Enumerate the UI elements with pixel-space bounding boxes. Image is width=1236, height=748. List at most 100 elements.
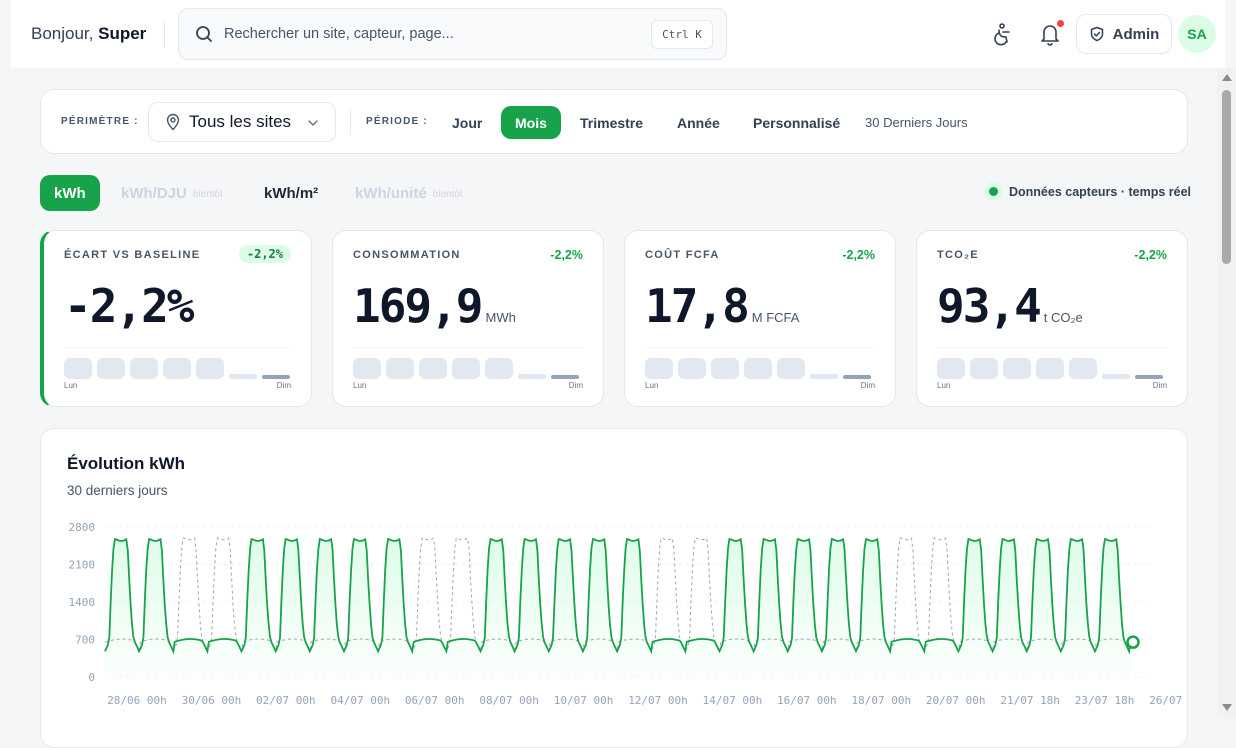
spark-bar xyxy=(229,374,257,379)
last-point-marker xyxy=(1126,635,1140,649)
perimeter-value: Tous les sites xyxy=(189,112,292,131)
spark-bar xyxy=(452,358,480,379)
day-start-label: Lun xyxy=(645,381,659,390)
kpi-delta: -2,2% xyxy=(238,245,291,263)
avatar[interactable]: SA xyxy=(1178,15,1216,53)
search-shortcut: Ctrl K xyxy=(651,20,713,49)
day-start-label: Lun xyxy=(353,381,367,390)
weekly-sparkbars xyxy=(645,355,875,379)
search-box[interactable]: Ctrl K xyxy=(178,8,727,60)
page-scrollbar[interactable] xyxy=(1217,68,1236,717)
x-tick-label: 18/07 00h xyxy=(851,694,911,707)
weekly-sparkbars xyxy=(64,355,294,379)
kpi-value: 93,4 t CO₂e xyxy=(937,279,1083,333)
spark-bar xyxy=(1069,358,1097,379)
divider xyxy=(353,347,583,348)
evolution-line-chart[interactable]: 0 700 1400 2100 2800 28/06 00h 30/06 00h 02/07 … xyxy=(41,429,1188,729)
x-tick-label: 26/07 06h xyxy=(1149,694,1187,707)
unit-tab-label: kWh/m² xyxy=(264,184,319,202)
period-year-button[interactable]: Année xyxy=(663,106,734,139)
x-tick-label: 06/07 00h xyxy=(405,694,465,707)
period-custom-button[interactable]: Personnalisé xyxy=(739,106,854,139)
perimeter-label: PÉRIMÈTRE : xyxy=(61,116,139,127)
unit-tab-label: kWh/DJU xyxy=(121,184,187,202)
spark-bar xyxy=(130,358,158,379)
period-quarter-button[interactable]: Trimestre xyxy=(566,106,657,139)
spark-bar xyxy=(645,358,673,379)
x-tick-label: 20/07 00h xyxy=(926,694,986,707)
weekly-sparkbars xyxy=(937,355,1167,379)
kpi-label: TCO₂E xyxy=(937,249,979,261)
spark-bar xyxy=(678,358,706,379)
kpi-card-consumption[interactable]: CONSOMMATION -2,2% 169,9 MWh Lun Dim xyxy=(332,230,604,407)
x-tick-label: 14/07 00h xyxy=(703,694,763,707)
perimeter-select[interactable]: Tous les sites xyxy=(148,102,336,142)
weekly-sparkbars xyxy=(353,355,583,379)
chart-title: Évolution kWh xyxy=(67,454,186,473)
divider xyxy=(937,347,1167,348)
period-range-label: 30 Derniers Jours xyxy=(865,115,968,130)
spark-bar xyxy=(711,358,739,379)
greeting: Bonjour, Super xyxy=(31,24,146,44)
kpi-delta: -2,2% xyxy=(1134,248,1167,262)
x-tick-label: 08/07 00h xyxy=(479,694,539,707)
x-tick-label: 10/07 00h xyxy=(554,694,614,707)
kpi-card-baseline[interactable]: ÉCART VS BASELINE -2,2% -2,2% Lun Dim xyxy=(40,230,312,407)
admin-label: Admin xyxy=(1112,25,1160,43)
unit-tab-kwh-m2[interactable]: kWh/m² xyxy=(264,175,318,211)
spark-bar xyxy=(353,358,381,379)
period-day-button[interactable]: Jour xyxy=(438,106,496,139)
kpi-value: -2,2% xyxy=(64,279,194,333)
spark-bar xyxy=(97,358,125,379)
x-tick-label: 12/07 00h xyxy=(628,694,688,707)
spark-bar xyxy=(518,374,546,379)
kpi-card-co2[interactable]: TCO₂E -2,2% 93,4 t CO₂e Lun Dim xyxy=(916,230,1188,407)
spark-bar xyxy=(1036,358,1064,379)
scroll-down-arrow-icon[interactable] xyxy=(1222,704,1232,711)
x-tick-label: 02/07 00h xyxy=(256,694,316,707)
kpi-number: 17,8 xyxy=(645,279,750,333)
admin-button[interactable]: Admin xyxy=(1076,14,1172,54)
spark-bar xyxy=(744,358,772,379)
map-pin-icon xyxy=(166,113,180,131)
day-start-label: Lun xyxy=(937,381,951,390)
chart-subtitle: 30 derniers jours xyxy=(67,483,168,498)
live-label: Données capteurs · temps réel xyxy=(1009,184,1192,199)
live-dot-icon xyxy=(984,182,1003,201)
kpi-card-cost[interactable]: COÛT FCFA -2,2% 17,8 M FCFA Lun Dim xyxy=(624,230,896,407)
divider xyxy=(350,109,351,135)
kpi-unit: M FCFA xyxy=(751,310,800,325)
period-month-button[interactable]: Mois xyxy=(501,106,561,139)
live-data-indicator: Données capteurs · temps réel xyxy=(984,182,1191,201)
spark-bar xyxy=(777,358,805,379)
unit-tab-kwh-unit: kWh/unité bientôt xyxy=(355,175,463,211)
chevron-down-icon xyxy=(308,120,318,127)
notification-bell-icon[interactable] xyxy=(1037,21,1063,47)
spark-bar xyxy=(1135,375,1163,379)
spark-bar xyxy=(196,358,224,379)
x-tick-label: 04/07 00h xyxy=(330,694,390,707)
unit-tab-kwh[interactable]: kWh xyxy=(40,175,100,211)
scroll-thumb[interactable] xyxy=(1222,90,1231,264)
spark-bar xyxy=(843,375,871,379)
shield-check-icon xyxy=(1090,26,1103,42)
unit-tab-kwh-dju: kWh/DJU bientôt xyxy=(121,175,223,211)
kpi-label: COÛT FCFA xyxy=(645,249,720,261)
kpi-delta: -2,2% xyxy=(842,248,875,262)
search-input[interactable] xyxy=(224,23,644,45)
spark-bar xyxy=(64,358,92,379)
divider xyxy=(645,347,875,348)
scroll-up-arrow-icon[interactable] xyxy=(1222,74,1232,81)
divider xyxy=(64,347,291,348)
spark-bar xyxy=(937,358,965,379)
accessibility-icon[interactable] xyxy=(990,21,1016,47)
spark-bar xyxy=(262,375,290,379)
series-area-actual xyxy=(105,539,1131,677)
kpi-number: 169,9 xyxy=(353,279,483,333)
kpi-unit: t CO₂e xyxy=(1043,310,1083,325)
notification-dot xyxy=(1057,20,1064,27)
search-icon xyxy=(196,26,212,42)
spark-bar xyxy=(419,358,447,379)
kpi-number: 93,4 xyxy=(937,279,1042,333)
y-tick-label: 2100 xyxy=(69,559,96,572)
